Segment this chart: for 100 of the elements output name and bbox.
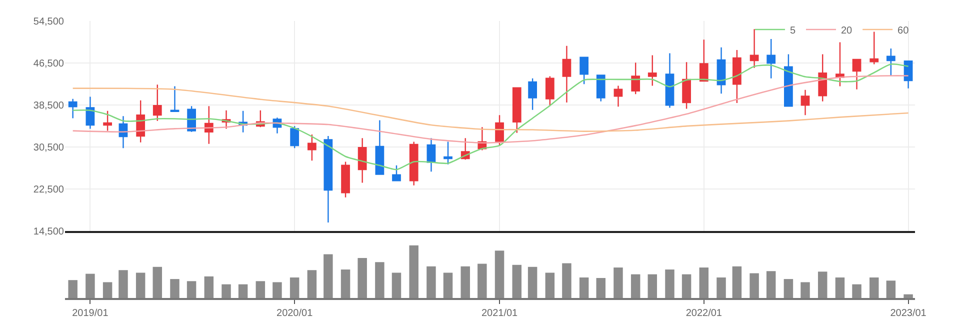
- bar: [118, 270, 128, 298]
- bar: [238, 284, 248, 298]
- candlestick: [152, 84, 162, 122]
- bar: [68, 280, 78, 298]
- bar: [614, 267, 623, 298]
- bar: [732, 266, 742, 298]
- candlestick: [784, 54, 793, 107]
- candlestick: [528, 78, 537, 110]
- bar: [307, 270, 317, 298]
- candlestick: [836, 42, 844, 87]
- candlestick: [682, 62, 691, 110]
- x-tick-label: 2022/01: [686, 308, 722, 319]
- legend-label: 60: [898, 25, 910, 36]
- bar: [699, 267, 709, 298]
- candlestick: [118, 116, 128, 149]
- bar: [222, 284, 231, 298]
- candlestick: [648, 54, 657, 86]
- bar: [136, 272, 146, 298]
- y-tick-label: 22,500: [33, 184, 64, 196]
- candlestick: [426, 138, 436, 172]
- candlestick: [732, 49, 742, 104]
- bar: [186, 281, 196, 298]
- candlestick: [545, 76, 554, 107]
- bar: [290, 277, 300, 298]
- bar: [324, 254, 333, 298]
- bar: [682, 274, 692, 298]
- candlestick: [614, 85, 623, 108]
- y-tick-label: 38,500: [33, 100, 64, 112]
- candlestick: [308, 134, 316, 162]
- candlestick: [870, 31, 879, 65]
- candlestick: [716, 46, 726, 94]
- candlestick: [495, 114, 504, 146]
- bar: [478, 264, 487, 298]
- candlestick: [341, 161, 350, 198]
- bar: [870, 277, 879, 298]
- candlestick: [392, 164, 401, 182]
- bar: [204, 276, 214, 298]
- candlestick: [358, 138, 367, 184]
- x-tick-label: 2023/01: [890, 308, 927, 319]
- line-series: [72, 64, 909, 170]
- bar: [784, 279, 794, 298]
- bar: [528, 266, 538, 298]
- line-series: [72, 88, 909, 132]
- bar: [358, 258, 367, 298]
- y-tick-label: 54,500: [33, 16, 64, 28]
- candlestick: [852, 58, 862, 90]
- bar: [818, 272, 828, 298]
- bar: [375, 262, 384, 298]
- bar: [579, 277, 589, 298]
- line-series: [72, 75, 909, 144]
- candlestick: [699, 38, 708, 82]
- bar: [596, 278, 606, 298]
- bar: [152, 266, 162, 298]
- candlestick: [596, 74, 606, 102]
- candlestick: [904, 60, 913, 89]
- x-tick-label: 2021/01: [481, 308, 518, 319]
- y-tick-label: 46,500: [33, 58, 64, 70]
- y-tick-label: 14,500: [33, 226, 64, 238]
- y-tick-label: 30,500: [33, 142, 64, 154]
- bar: [665, 270, 674, 298]
- candlestick: [375, 120, 384, 175]
- candlestick: [170, 86, 180, 112]
- candlestick: [103, 110, 112, 132]
- bar: [630, 274, 640, 298]
- candlestick: [409, 141, 418, 186]
- x-tick-label: 2019/01: [72, 308, 109, 319]
- legend-label: 20: [841, 25, 853, 36]
- bar: [409, 245, 418, 298]
- bar: [835, 277, 845, 298]
- legend-label: 5: [790, 25, 796, 36]
- candlestick: [86, 96, 95, 130]
- bar: [443, 272, 453, 298]
- bar: [102, 282, 112, 298]
- bar: [426, 266, 436, 298]
- bar: [256, 281, 266, 298]
- candlestick: [562, 45, 572, 104]
- candlestick: [886, 48, 896, 76]
- bar: [800, 282, 810, 298]
- bar: [716, 277, 726, 298]
- candlestick: [444, 141, 452, 165]
- bar: [86, 274, 95, 298]
- candlestick: [766, 38, 776, 79]
- bar: [512, 264, 522, 298]
- candlestick: [68, 98, 78, 119]
- bar: [460, 266, 470, 298]
- bar: [852, 284, 862, 298]
- candlestick: [324, 135, 333, 224]
- candlestick: [750, 28, 759, 68]
- bar: [545, 272, 555, 298]
- candlestick: [800, 89, 810, 116]
- bar: [766, 271, 776, 298]
- bar: [170, 279, 180, 298]
- candlestick: [290, 125, 300, 149]
- candlestick: [665, 52, 674, 108]
- candlestick: [631, 62, 640, 95]
- bar: [494, 250, 504, 298]
- bar: [750, 273, 759, 298]
- bar: [904, 294, 913, 298]
- x-tick-label: 2020/01: [276, 308, 314, 319]
- candlestick: [818, 54, 828, 102]
